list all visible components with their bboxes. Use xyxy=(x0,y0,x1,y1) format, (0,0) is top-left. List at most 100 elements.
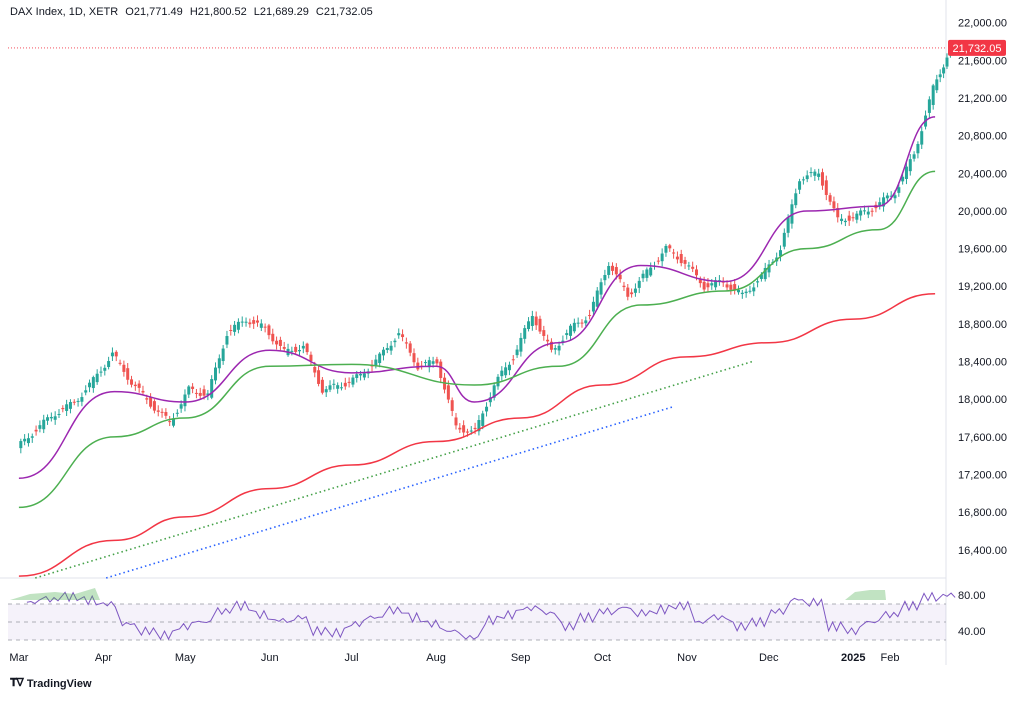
y-tick-label: 19,200.00 xyxy=(958,281,1007,293)
candle-body xyxy=(920,131,924,145)
candlestick xyxy=(126,363,130,385)
candlestick xyxy=(683,256,687,269)
candlestick xyxy=(72,399,76,406)
candle-body xyxy=(530,315,534,326)
candle-body xyxy=(145,398,149,400)
candle-body xyxy=(294,346,298,352)
candlestick xyxy=(225,330,229,349)
y-tick-label: 18,000.00 xyxy=(958,394,1007,406)
candlestick xyxy=(630,288,634,298)
candle-body xyxy=(332,383,336,385)
candlestick xyxy=(462,420,466,438)
high-value: H21,800.52 xyxy=(189,6,247,18)
candle-body xyxy=(695,269,699,276)
candlestick xyxy=(500,366,504,381)
candlestick xyxy=(878,197,882,210)
candlestick xyxy=(336,382,340,394)
candlestick xyxy=(187,385,191,399)
candle-body xyxy=(607,265,611,275)
candle-body xyxy=(290,350,294,352)
candlestick xyxy=(729,281,733,295)
candle-body xyxy=(427,360,431,368)
symbol-label[interactable]: DAX Index, 1D, XETR xyxy=(10,6,119,18)
candle-body xyxy=(828,195,832,202)
candlestick xyxy=(840,214,844,225)
candle-body xyxy=(194,392,198,394)
candle-body xyxy=(385,348,389,351)
candle-body xyxy=(820,172,824,186)
candlestick xyxy=(252,316,256,329)
candle-body xyxy=(236,321,240,330)
candlestick xyxy=(622,281,626,292)
candle-body xyxy=(927,99,931,113)
candlestick xyxy=(332,379,336,390)
candlestick xyxy=(259,319,263,332)
candle-body xyxy=(240,321,244,323)
candle-body xyxy=(191,386,195,389)
candle-body xyxy=(210,379,214,398)
candlestick xyxy=(805,170,809,183)
trendline xyxy=(35,360,753,579)
candle-body xyxy=(168,421,172,423)
candle-body xyxy=(492,385,496,398)
candlestick xyxy=(152,399,156,414)
candle-body xyxy=(183,394,187,407)
candlestick xyxy=(271,328,275,345)
candle-body xyxy=(435,359,439,364)
candle-body xyxy=(767,264,771,273)
candlestick xyxy=(362,368,366,381)
candlestick xyxy=(740,289,744,299)
candle-body xyxy=(611,265,615,271)
candlestick xyxy=(57,409,61,418)
candle-body xyxy=(34,429,38,432)
y-tick-label: 18,800.00 xyxy=(958,319,1007,331)
candle-body xyxy=(481,413,485,426)
candlestick xyxy=(248,318,252,328)
candlestick xyxy=(324,386,328,398)
x-tick-label: Mar xyxy=(9,652,28,664)
tradingview-brand[interactable]: 𝐓∇ TradingView xyxy=(10,677,92,690)
candle-body xyxy=(733,284,737,290)
candlestick xyxy=(492,382,496,401)
candlestick xyxy=(576,317,580,328)
x-tick-label: Jul xyxy=(345,652,359,664)
candle-body xyxy=(259,323,263,328)
candle-body xyxy=(477,420,481,432)
candlestick xyxy=(328,380,332,393)
candle-body xyxy=(660,253,664,262)
candlestick xyxy=(549,338,553,353)
last-price-label: 21,732.05 xyxy=(953,43,1002,55)
candle-body xyxy=(763,267,767,280)
candle-body xyxy=(945,57,949,67)
candlestick xyxy=(488,392,492,407)
candle-body xyxy=(53,416,57,420)
candlestick xyxy=(591,296,595,317)
candlestick xyxy=(278,336,282,351)
candle-body xyxy=(374,359,378,366)
candlestick xyxy=(309,351,313,367)
candle-body xyxy=(229,330,233,332)
candle-body xyxy=(248,322,252,325)
candlestick xyxy=(786,214,790,238)
candlestick xyxy=(385,343,389,354)
candle-body xyxy=(324,389,328,393)
candle-body xyxy=(756,281,760,283)
candle-body xyxy=(141,390,145,393)
candle-body xyxy=(798,181,802,190)
candlestick xyxy=(649,262,653,277)
candle-body xyxy=(633,288,637,293)
candle-body xyxy=(523,328,527,339)
candle-body xyxy=(717,280,721,282)
candlestick xyxy=(561,335,565,346)
candlestick xyxy=(23,434,27,446)
candle-body xyxy=(57,413,61,415)
candlestick xyxy=(294,343,298,355)
candle-body xyxy=(488,397,492,403)
candle-body xyxy=(244,321,248,323)
candlestick xyxy=(229,324,233,336)
candle-body xyxy=(301,345,305,349)
candlestick xyxy=(439,359,443,384)
rsi-overbought-fill xyxy=(10,588,100,600)
candle-body xyxy=(859,210,863,216)
